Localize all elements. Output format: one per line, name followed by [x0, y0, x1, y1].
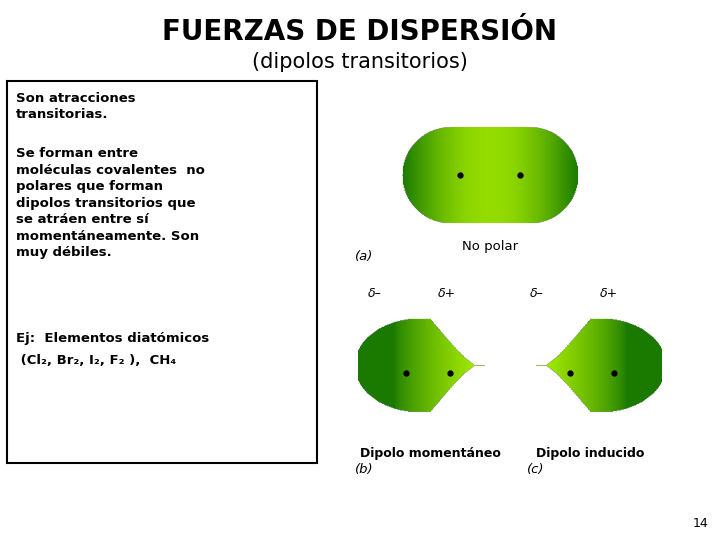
- Text: FUERZAS DE DISPERSIÓN: FUERZAS DE DISPERSIÓN: [163, 18, 557, 46]
- Text: (a): (a): [355, 250, 374, 263]
- Text: δ+: δ+: [438, 287, 456, 300]
- Text: Ej:  Elementos diatómicos: Ej: Elementos diatómicos: [16, 332, 210, 345]
- Text: (Cl₂, Br₂, I₂, F₂ ),  CH₄: (Cl₂, Br₂, I₂, F₂ ), CH₄: [16, 354, 176, 367]
- Text: 14: 14: [692, 517, 708, 530]
- Text: Son atracciones
transitorias.: Son atracciones transitorias.: [16, 92, 135, 122]
- Text: δ–: δ–: [530, 287, 544, 300]
- Text: No polar: No polar: [462, 240, 518, 253]
- Text: Dipolo momentáneo: Dipolo momentáneo: [359, 447, 500, 460]
- Text: δ–: δ–: [368, 287, 382, 300]
- FancyBboxPatch shape: [7, 81, 317, 463]
- Text: Dipolo inducido: Dipolo inducido: [536, 447, 644, 460]
- Text: Se forman entre
moléculas covalentes  no
polares que forman
dipolos transitorios: Se forman entre moléculas covalentes no …: [16, 147, 205, 259]
- Text: δ+: δ+: [600, 287, 618, 300]
- Text: (dipolos transitorios): (dipolos transitorios): [252, 52, 468, 72]
- Text: (b): (b): [355, 463, 374, 476]
- Text: (c): (c): [527, 463, 544, 476]
